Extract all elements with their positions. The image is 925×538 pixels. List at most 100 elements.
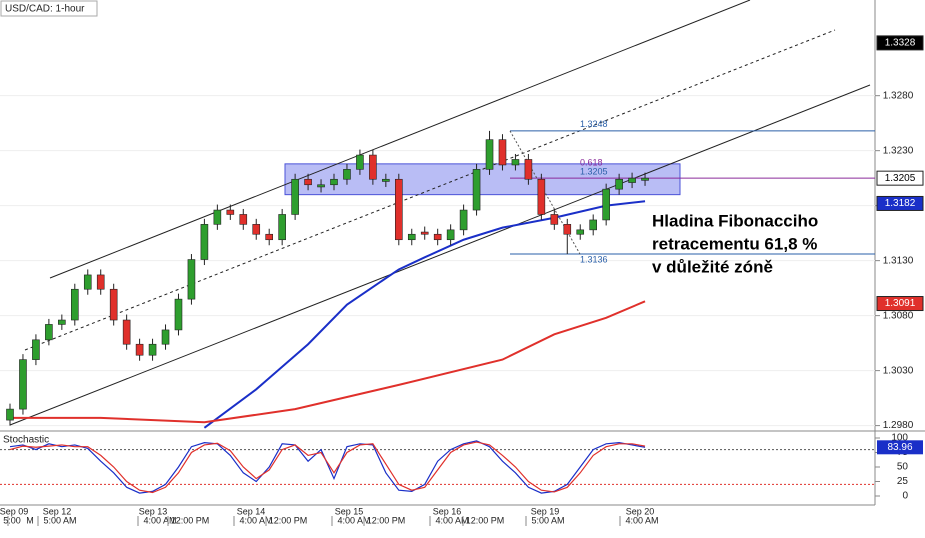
time-label: 4:00 AM [337, 515, 370, 525]
y-tick-label: 1.3130 [883, 255, 914, 266]
date-label: Sep 09 [0, 506, 28, 516]
candle-body [369, 154, 377, 180]
candle-body [239, 214, 248, 225]
candle-body [407, 233, 416, 241]
candle-body [304, 178, 312, 186]
candle-body [58, 319, 66, 325]
date-label: Sep 16 [433, 506, 462, 516]
time-label: 12:00 PM [466, 515, 505, 525]
time-label: 4:00 AM [143, 515, 176, 525]
candle-body [122, 319, 131, 345]
candle-body [135, 343, 144, 356]
stoch-line [9, 441, 646, 494]
fib-label: 1.3205 [580, 167, 608, 177]
price-marker [876, 35, 924, 51]
candle-body [330, 178, 338, 186]
date-label: Sep 19 [531, 506, 560, 516]
candle-body [459, 209, 468, 231]
candle-body [511, 159, 520, 166]
candle-body [71, 288, 79, 321]
candle-body [6, 408, 14, 421]
time-label: 5:00 AM [531, 515, 564, 525]
candle-body [226, 209, 235, 215]
candle-body [615, 178, 623, 190]
candle-body [45, 324, 53, 341]
y-tick-label: 1.3230 [883, 145, 914, 156]
channel-lower [9, 84, 871, 426]
candle-body [433, 233, 442, 241]
candle-body [524, 159, 533, 180]
price-marker [876, 296, 924, 312]
date-label: Sep 12 [43, 506, 72, 516]
date-label: Sep 20 [626, 506, 655, 516]
candle-body [343, 169, 351, 180]
candle-body [19, 359, 27, 410]
channel-middle [24, 29, 836, 351]
stochastic-label: Stochastic [3, 435, 49, 446]
price-marker-label: 1.3182 [885, 198, 916, 209]
stoch-tick-label: 0 [902, 491, 908, 502]
annotation: v důležité zóně [652, 257, 773, 276]
annotation: retracementu 61,8 % [652, 234, 817, 253]
candle-body [628, 177, 636, 183]
candle-body [382, 178, 390, 182]
fib-label: 1.3248 [580, 119, 608, 129]
price-marker-label: 1.3328 [885, 38, 916, 49]
annotation: Hladina Fibonacciho [652, 211, 818, 230]
y-tick-label: 1.3030 [883, 365, 914, 376]
candle-body [174, 298, 183, 331]
candle-body [563, 224, 572, 235]
fib-label: 1.3136 [580, 254, 608, 264]
time-label: 5:00 [3, 515, 21, 525]
chart-title: USD/CAD: 1-hour [5, 4, 85, 15]
time-label: 12:00 PM [367, 515, 406, 525]
title-box [0, 0, 98, 17]
candle-body [472, 169, 481, 211]
date-label: Sep 14 [237, 506, 266, 516]
candle-body [32, 339, 40, 360]
candle-body [356, 154, 364, 170]
y-tick-label: 1.3080 [883, 310, 914, 321]
date-label: Sep 15 [335, 506, 364, 516]
candle-body [576, 229, 585, 235]
candle-body [498, 139, 507, 166]
candle-body [485, 139, 494, 170]
price-marker [876, 170, 924, 186]
moving-average [10, 300, 646, 424]
time-label: 12:00 PM [171, 515, 210, 525]
candle-body [420, 231, 429, 235]
candle-body [317, 184, 325, 188]
stoch-tick-label: 25 [897, 476, 909, 487]
fib-ratio: 0.618 [580, 158, 603, 168]
date-label: Sep 13 [139, 506, 168, 516]
time-label: 4:00 AM [625, 515, 658, 525]
price-marker-label: 1.3205 [885, 173, 916, 184]
candle-body [550, 214, 559, 225]
candle-body [252, 224, 261, 235]
candle-body [161, 329, 170, 345]
stoch-tick-label: 100 [891, 433, 908, 444]
candle-body [200, 224, 209, 260]
time-label: 4:00 AM [239, 515, 272, 525]
candle-body [278, 214, 286, 241]
candle-body [96, 274, 105, 290]
y-tick-label: 1.3280 [883, 90, 914, 101]
candle-body [446, 229, 455, 241]
time-label: M [26, 515, 34, 525]
time-label: 5:00 AM [43, 515, 76, 525]
candle-body [394, 178, 403, 241]
moving-average [203, 200, 646, 429]
stoch-tick-label: 50 [897, 462, 909, 473]
time-label: 12:00 PM [269, 515, 308, 525]
candle-body [109, 288, 118, 321]
channel-upper [49, 0, 751, 279]
candle-body [83, 274, 92, 290]
candle-body [213, 209, 222, 225]
stoch-line [9, 440, 646, 494]
candle-body [187, 259, 196, 300]
candle-body [641, 177, 649, 181]
stoch-marker [877, 440, 923, 455]
candle-body [589, 219, 598, 231]
